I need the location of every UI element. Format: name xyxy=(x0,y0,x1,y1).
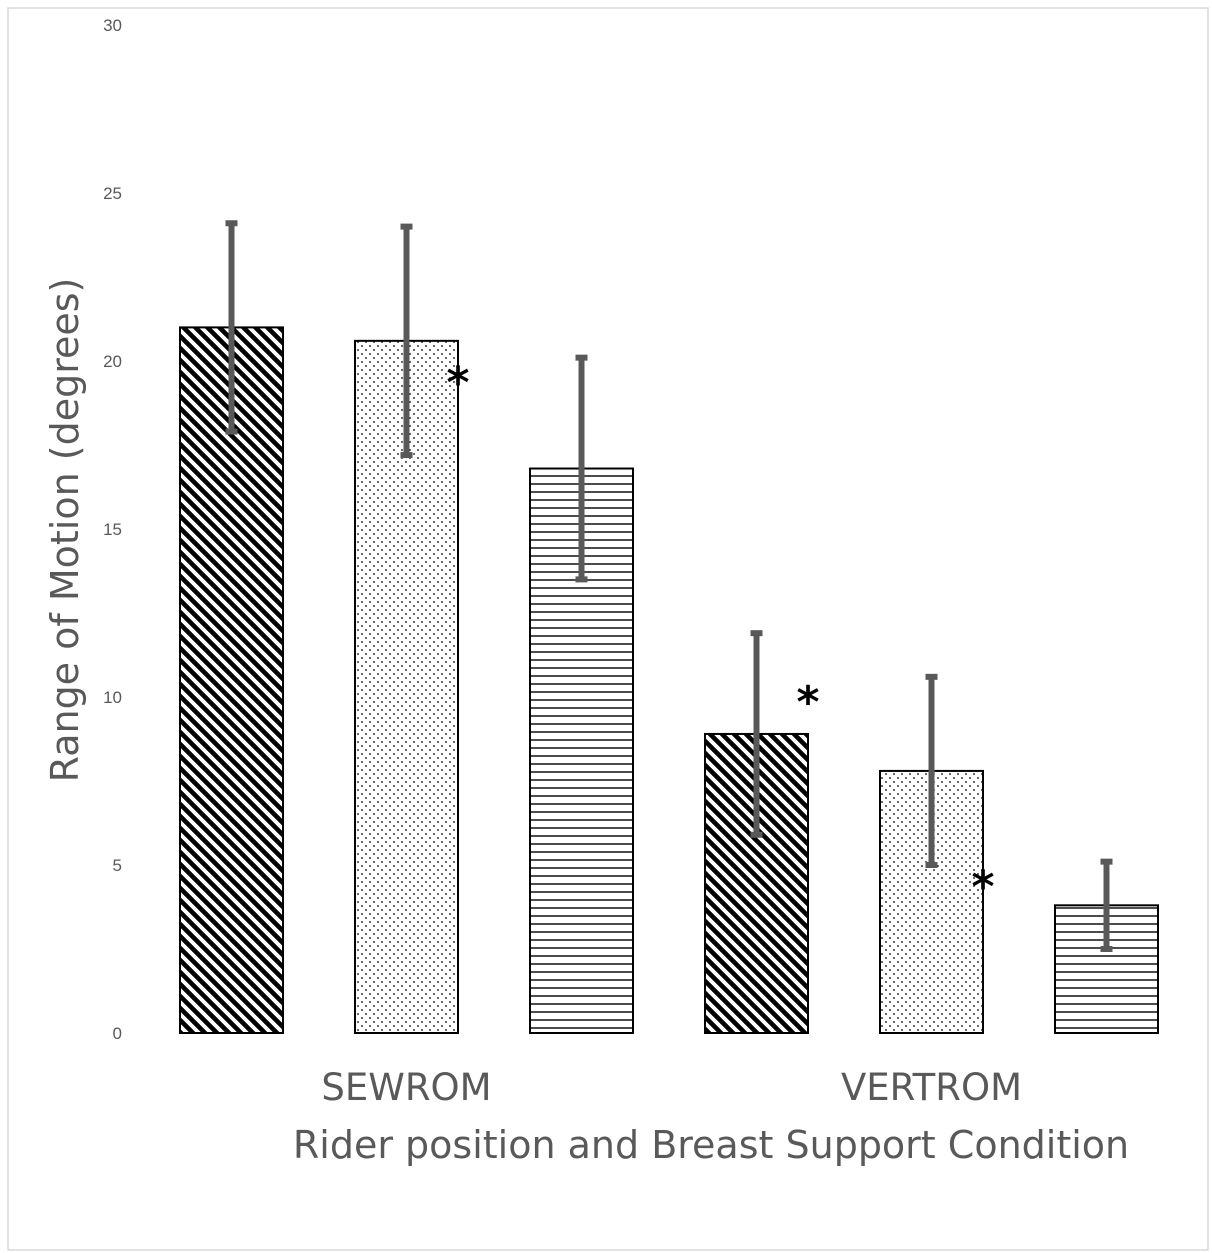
y-tick-label: 5 xyxy=(113,856,122,875)
y-tick-label: 20 xyxy=(103,352,122,371)
significance-asterisk: * xyxy=(446,358,469,409)
significance-asterisk: * xyxy=(796,677,819,728)
bar-vertrom-dots xyxy=(879,769,984,1034)
chart-frame xyxy=(7,7,1209,1251)
bars-layer xyxy=(179,326,1159,1035)
category-labels-layer: SEWROM VERTROM xyxy=(321,1066,1022,1109)
y-axis-title: Range of Motion (degrees) xyxy=(43,278,87,783)
y-tick-label: 15 xyxy=(103,520,122,539)
x-axis-title: Rider position and Breast Support Condit… xyxy=(293,1123,1129,1167)
y-tick-label: 0 xyxy=(113,1024,122,1043)
significance-markers-layer: * * * xyxy=(446,358,994,913)
category-label-vertrom: VERTROM xyxy=(841,1066,1022,1109)
y-tick-label: 25 xyxy=(103,184,122,203)
significance-asterisk: * xyxy=(971,862,994,913)
y-tick-label: 10 xyxy=(103,688,122,707)
y-axis-ticks: 0 5 10 15 20 25 30 xyxy=(103,16,122,1043)
error-bars-layer xyxy=(225,220,1113,952)
y-tick-label: 30 xyxy=(103,16,122,35)
category-label-sewrom: SEWROM xyxy=(321,1066,491,1109)
